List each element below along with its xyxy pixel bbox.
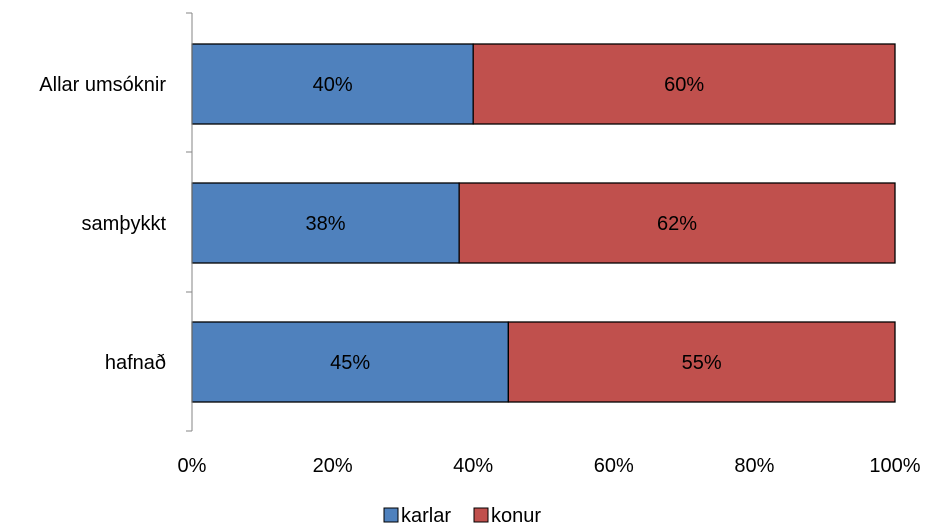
x-tick-label: 20%	[313, 455, 353, 477]
data-label-karlar-2: 45%	[330, 352, 370, 374]
x-tick-label: 100%	[869, 455, 920, 477]
legend-swatch-konur	[473, 507, 489, 523]
legend-label-karlar: karlar	[401, 505, 451, 527]
data-label-konur-2: 55%	[682, 352, 722, 374]
legend-label-konur: konur	[491, 505, 541, 527]
axis	[186, 12, 193, 432]
bar-konur-2	[507, 321, 896, 403]
bar-karlar-1	[191, 182, 460, 264]
bar-konur-1	[458, 182, 896, 264]
category-label: Allar umsóknir	[39, 74, 166, 96]
bar-karlar-0	[191, 43, 474, 125]
x-tick-label: 60%	[594, 455, 634, 477]
legend: karlar konur	[383, 505, 541, 527]
data-label-konur-1: 62%	[657, 213, 697, 235]
x-tick-labels: 0% 20% 40% 60% 80% 100%	[178, 455, 921, 477]
x-tick-label: 80%	[734, 455, 774, 477]
data-label-karlar-1: 38%	[306, 213, 346, 235]
bar-konur-0	[472, 43, 896, 125]
category-label: samþykkt	[82, 213, 167, 235]
bars-layer: 40% 60% 38% 62% 45% 55%	[191, 43, 896, 403]
category-labels: Allar umsóknir samþykkt hafnað	[39, 74, 166, 374]
category-label: hafnað	[105, 352, 166, 374]
data-label-konur-0: 60%	[664, 74, 704, 96]
data-label-karlar-0: 40%	[313, 74, 353, 96]
x-tick-label: 40%	[453, 455, 493, 477]
legend-swatch-karlar	[383, 507, 399, 523]
x-tick-label: 0%	[178, 455, 207, 477]
bar-karlar-2	[191, 321, 510, 403]
